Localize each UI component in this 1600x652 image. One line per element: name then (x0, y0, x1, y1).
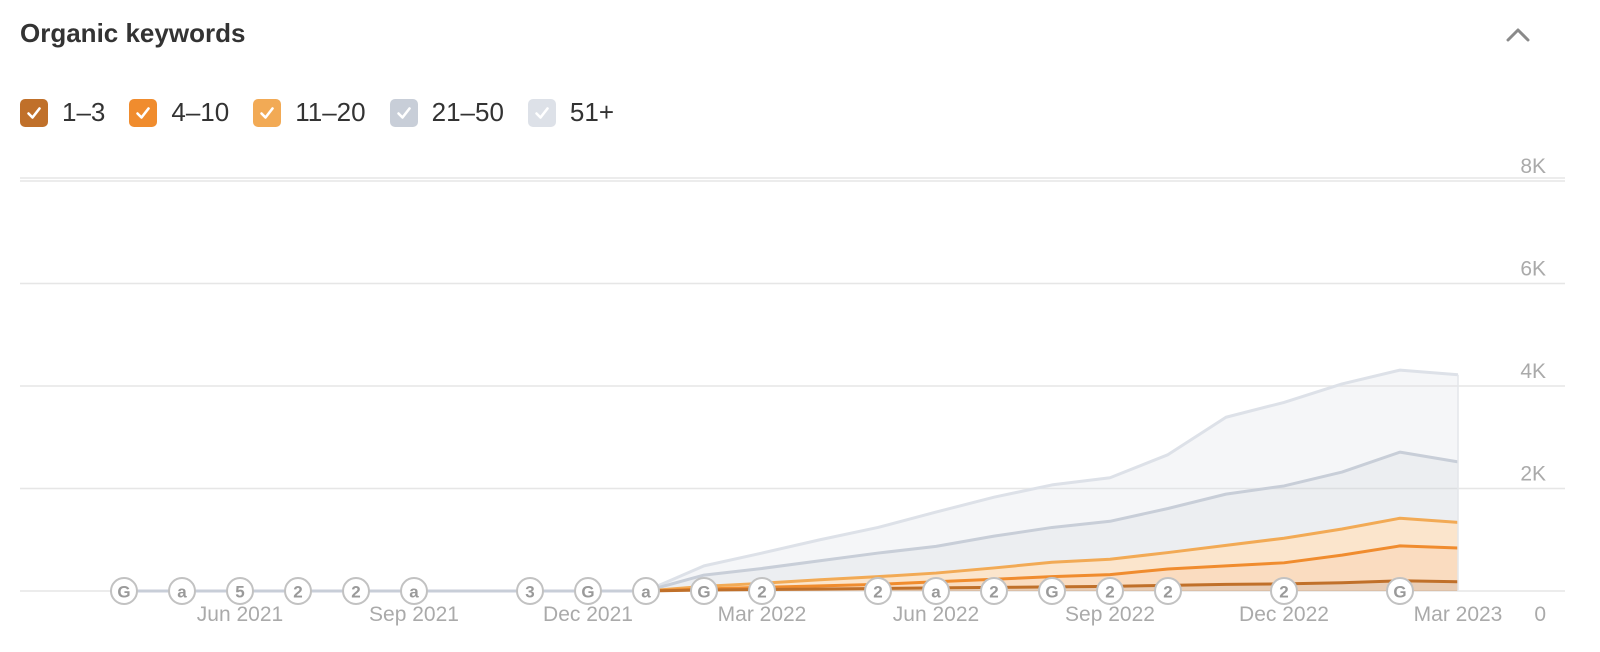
annotation-marker-label: G (117, 583, 130, 602)
check-icon (535, 106, 549, 119)
annotation-marker[interactable]: G (574, 577, 602, 605)
annotation-marker-label: G (1393, 583, 1406, 602)
checkbox-21-50[interactable] (389, 98, 418, 127)
y-tick-label: 4K (1520, 360, 1546, 383)
legend-item-51-plus[interactable]: 51+ (527, 97, 615, 128)
x-tick-label: Jun 2021 (197, 603, 283, 626)
y-tick-label: 0 (1534, 603, 1546, 626)
annotation-marker[interactable]: G (110, 577, 138, 605)
annotation-marker-label: 2 (1105, 583, 1114, 602)
y-tick-label: 8K (1520, 155, 1546, 178)
annotation-marker[interactable]: 2 (1270, 577, 1298, 605)
series-line (645, 544, 1459, 593)
checkbox-4-10[interactable] (129, 98, 158, 127)
area-band (646, 545, 1458, 591)
annotation-marker[interactable]: G (1038, 577, 1066, 605)
area-band (646, 452, 1458, 591)
annotation-marker-label: 2 (351, 583, 360, 602)
annotation-marker[interactable]: 2 (1154, 577, 1182, 605)
x-tick-label: Sep 2022 (1065, 603, 1155, 626)
annotation-marker-label: 2 (1279, 583, 1288, 602)
annotation-marker-label: 5 (235, 583, 244, 602)
annotation-marker-label: a (177, 583, 187, 602)
series-line (645, 368, 1459, 593)
annotation-marker[interactable]: a (168, 577, 196, 605)
area-band (646, 580, 1458, 591)
legend-label: 1–3 (62, 97, 106, 127)
y-tick-label: 2K (1520, 463, 1546, 486)
legend-item-1-3[interactable]: 1–3 (20, 97, 105, 128)
chevron-up-icon (1506, 28, 1530, 42)
x-tick-label: Mar 2023 (1414, 603, 1503, 626)
legend-label: 11–20 (295, 97, 366, 127)
legend-label: 51+ (569, 97, 615, 127)
card-title: Organic keywords (20, 18, 246, 48)
annotation-marker[interactable]: 2 (864, 577, 892, 605)
x-tick-label: Dec 2022 (1239, 603, 1329, 626)
legend-item-4-10[interactable]: 4–10 (129, 97, 229, 128)
legend: 1–3 4–10 11–20 21–50 51+ (20, 97, 638, 128)
legend-label: 4–10 (171, 97, 230, 127)
annotation-marker[interactable]: 2 (342, 577, 370, 605)
annotation-marker[interactable]: G (1386, 577, 1414, 605)
annotation-marker-label: 2 (293, 583, 302, 602)
annotation-marker-label: 3 (525, 583, 534, 602)
collapse-button[interactable] (1500, 18, 1536, 52)
annotation-marker-label: 2 (1163, 583, 1172, 602)
area-band (646, 370, 1458, 591)
annotation-marker-label: 2 (873, 583, 882, 602)
y-tick-label: 6K (1520, 258, 1546, 281)
x-tick-label: Sep 2021 (369, 603, 459, 626)
annotation-marker[interactable]: a (632, 577, 660, 605)
annotation-marker-label: G (581, 583, 594, 602)
annotation-marker[interactable]: 2 (980, 577, 1008, 605)
annotation-marker[interactable]: a (400, 577, 428, 605)
annotation-marker-label: G (697, 583, 710, 602)
annotation-marker-label: a (641, 583, 651, 602)
annotation-marker[interactable]: 3 (516, 577, 544, 605)
annotation-marker[interactable]: 2 (748, 577, 776, 605)
legend-label: 21–50 (431, 97, 504, 127)
annotation-marker[interactable]: G (690, 577, 718, 605)
check-icon (396, 106, 411, 119)
x-tick-label: Dec 2021 (543, 603, 633, 626)
legend-item-21-50[interactable]: 21–50 (389, 97, 504, 128)
annotation-marker[interactable]: a (922, 577, 950, 605)
legend-item-11-20[interactable]: 11–20 (253, 97, 366, 128)
annotation-marker-label: 2 (757, 583, 766, 602)
checkbox-11-20[interactable] (253, 98, 282, 127)
series-line (645, 450, 1459, 593)
check-icon (260, 106, 275, 119)
x-tick-label: Jun 2022 (893, 603, 979, 626)
series-line (645, 516, 1459, 593)
annotation-marker-label: a (409, 583, 419, 602)
annotation-marker[interactable]: 5 (226, 577, 254, 605)
annotation-marker-label: a (931, 583, 941, 602)
annotation-marker-label: G (1045, 583, 1058, 602)
checkbox-1-3[interactable] (20, 98, 48, 127)
annotation-marker-label: 2 (989, 583, 998, 602)
annotation-marker[interactable]: 2 (284, 577, 312, 605)
checkbox-51-plus[interactable] (527, 98, 556, 127)
annotation-marker[interactable]: 2 (1096, 577, 1124, 605)
x-tick-label: Mar 2022 (718, 603, 807, 626)
check-icon (27, 106, 41, 119)
check-icon (136, 106, 151, 119)
